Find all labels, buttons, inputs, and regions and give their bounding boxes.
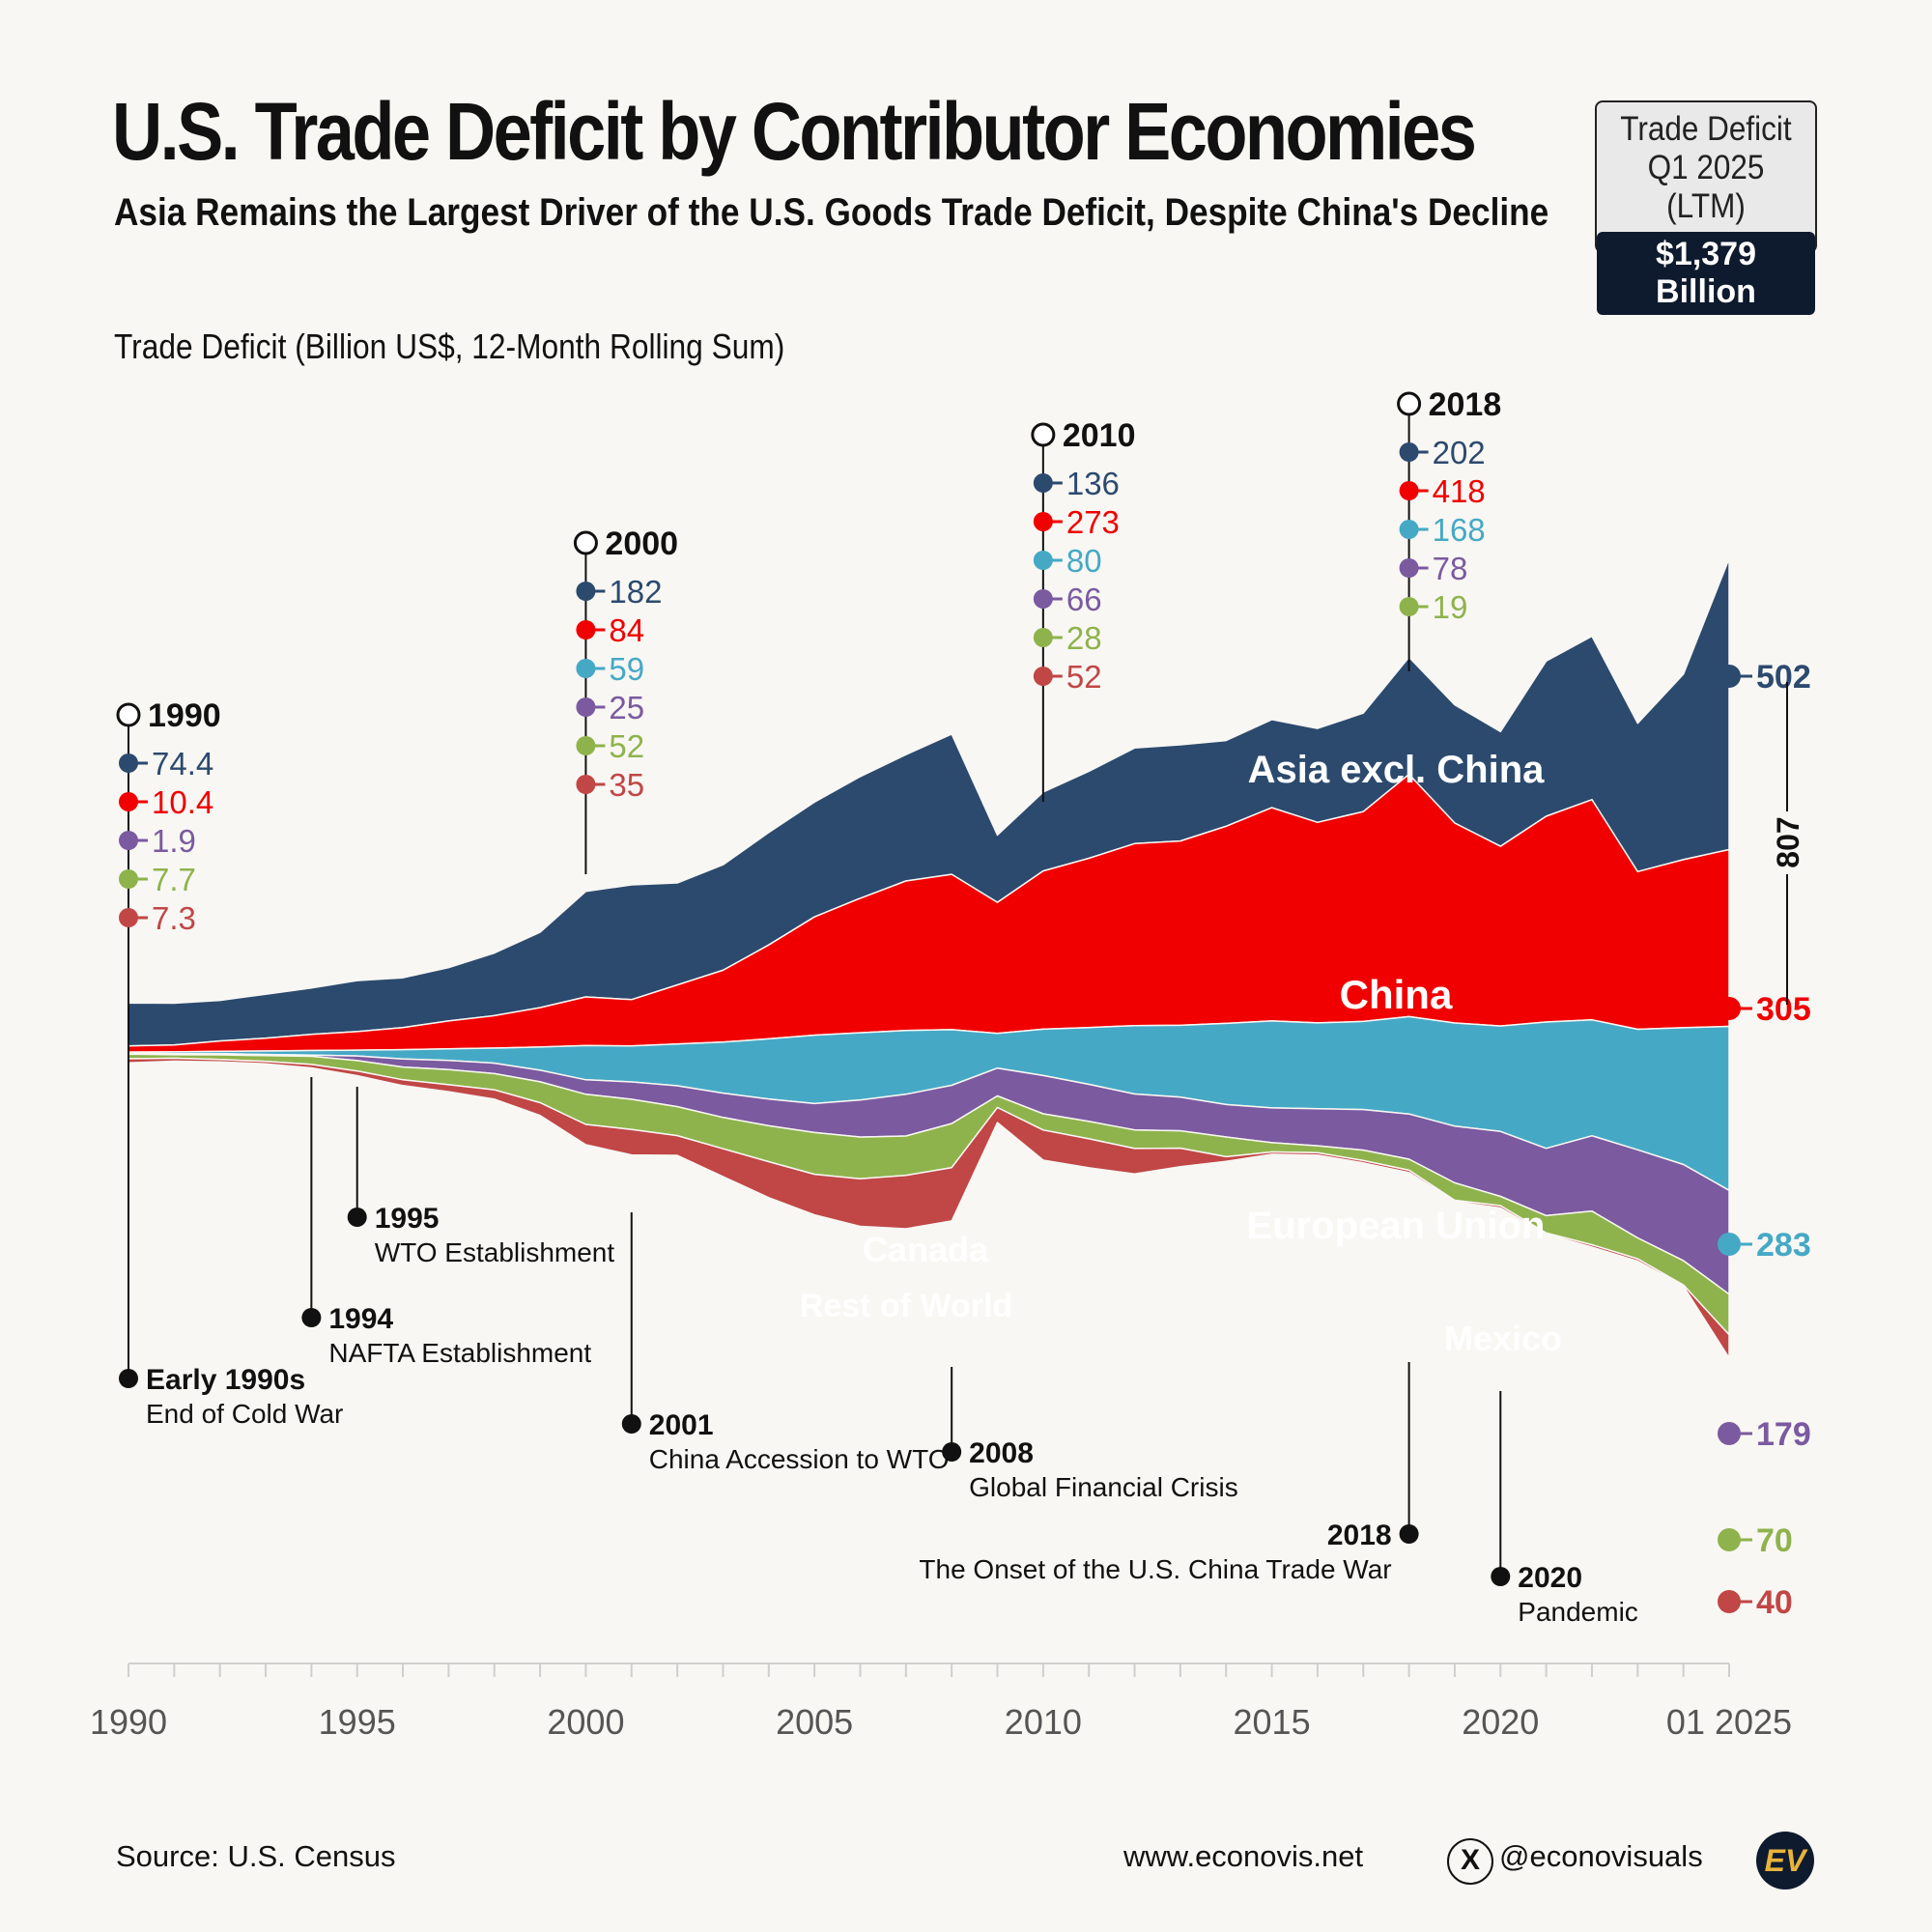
social-handle[interactable]: @econovisuals — [1499, 1839, 1703, 1873]
callout-ring-0 — [116, 702, 141, 727]
end-value-5: 40 — [1756, 1584, 1793, 1621]
end-value-1: 305 — [1756, 991, 1811, 1028]
event-dot-4 — [942, 1442, 962, 1462]
callout-value-2-1: 273 — [1066, 504, 1120, 540]
event-year-6: 2020 — [1518, 1562, 1582, 1594]
callout-value-3-0: 202 — [1433, 435, 1486, 470]
page-title: U.S. Trade Deficit by Contributor Econom… — [112, 86, 1477, 177]
callout-ring-1 — [573, 530, 598, 555]
band-label-3: Mexico — [1444, 1319, 1562, 1358]
band-label-0: Asia excl. China — [1248, 749, 1546, 791]
x-tick-label-7: 01 2025 — [1666, 1702, 1792, 1742]
callout-value-2-2: 80 — [1066, 543, 1102, 579]
callout-value-1-2: 59 — [609, 651, 644, 687]
callout-value-2-4: 28 — [1066, 620, 1102, 656]
callout-value-1-3: 25 — [609, 690, 644, 725]
event-label-0: End of Cold War — [146, 1399, 343, 1429]
end-value-3: 179 — [1756, 1416, 1811, 1453]
callout-ring-3 — [1397, 391, 1422, 416]
event-year-2: 1995 — [375, 1203, 440, 1235]
event-dot-0 — [119, 1369, 138, 1388]
event-label-4: Global Financial Crisis — [969, 1472, 1238, 1502]
x-tick-label-3: 2005 — [776, 1702, 853, 1742]
callout-value-1-4: 52 — [609, 728, 644, 764]
band-label-5: Rest of World — [800, 1288, 1012, 1324]
band-label-2: European Union — [1247, 1205, 1546, 1247]
event-dot-3 — [621, 1414, 641, 1434]
event-dot-2 — [347, 1208, 367, 1227]
callout-value-1-0: 182 — [609, 574, 662, 610]
event-dot-5 — [1399, 1524, 1419, 1544]
website-link[interactable]: www.econovis.net — [1123, 1839, 1364, 1873]
summary-line1: Trade Deficit — [1620, 110, 1792, 148]
callout-value-0-3: 7.7 — [152, 862, 196, 897]
callout-value-0-2: 1.9 — [152, 823, 196, 859]
source-text: Source: U.S. Census — [116, 1839, 396, 1873]
event-year-3: 2001 — [649, 1409, 714, 1441]
summary-line2: Q1 2025 (LTM) — [1647, 149, 1765, 225]
x-tick-label-5: 2015 — [1234, 1702, 1311, 1742]
callout-value-3-2: 168 — [1433, 512, 1486, 548]
event-year-0: Early 1990s — [146, 1364, 305, 1396]
callout-year-1: 2000 — [605, 526, 678, 562]
callout-value-1-1: 84 — [609, 612, 644, 648]
callout-value-3-1: 418 — [1433, 473, 1486, 509]
callout-value-2-3: 66 — [1066, 582, 1102, 617]
band-label-1: China — [1340, 972, 1453, 1017]
area-5 — [128, 1057, 1730, 1359]
callout-value-0-1: 10.4 — [152, 784, 213, 820]
x-tick-label-1: 1995 — [319, 1702, 396, 1742]
event-label-5: The Onset of the U.S. China Trade War — [919, 1554, 1391, 1584]
band-label-4: Canada — [863, 1230, 989, 1269]
callout-ring-2 — [1031, 422, 1056, 447]
x-logo-icon: X — [1447, 1838, 1493, 1885]
callout-year-2: 2010 — [1063, 417, 1136, 454]
event-label-2: WTO Establishment — [375, 1237, 615, 1267]
x-tick-label-4: 2010 — [1005, 1702, 1082, 1742]
callout-value-2-0: 136 — [1066, 466, 1120, 501]
event-dot-6 — [1491, 1567, 1511, 1586]
page-subtitle: Asia Remains the Largest Driver of the U… — [114, 191, 1549, 234]
callout-year-0: 1990 — [148, 697, 221, 734]
callout-value-2-5: 52 — [1066, 659, 1102, 695]
callout-value-3-3: 78 — [1433, 551, 1468, 586]
callout-value-3-4: 19 — [1433, 589, 1468, 625]
callout-value-0-4: 7.3 — [152, 900, 196, 936]
summary-value: $1,379 Billion — [1597, 232, 1815, 315]
summary-box: Trade Deficit Q1 2025 (LTM) $1,379 Billi… — [1595, 100, 1817, 315]
x-tick-label-0: 1990 — [90, 1702, 167, 1742]
event-year-1: 1994 — [328, 1303, 393, 1335]
end-value-0: 502 — [1756, 659, 1811, 696]
event-dot-1 — [301, 1308, 322, 1327]
event-year-4: 2008 — [969, 1437, 1034, 1469]
bracket-value: 807 — [1771, 816, 1805, 867]
event-label-6: Pandemic — [1518, 1597, 1638, 1627]
x-tick-label-6: 2020 — [1462, 1702, 1539, 1742]
callout-value-0-0: 74.4 — [152, 746, 213, 781]
callout-value-1-5: 35 — [609, 767, 644, 803]
event-label-3: China Accession to WTO — [649, 1444, 950, 1474]
end-value-4: 70 — [1756, 1522, 1793, 1559]
stream-chart: Asia excl. China China European Union Mexic… — [90, 386, 1811, 1742]
event-label-1: NAFTA Establishment — [328, 1338, 591, 1368]
econovis-logo: EV — [1756, 1832, 1814, 1889]
x-tick-label-2: 2000 — [547, 1702, 624, 1742]
event-year-5: 2018 — [1327, 1520, 1392, 1551]
callout-year-3: 2018 — [1429, 386, 1502, 423]
end-value-2: 283 — [1756, 1227, 1811, 1264]
y-axis-label: Trade Deficit (Billion US$, 12-Month Rol… — [114, 327, 785, 366]
